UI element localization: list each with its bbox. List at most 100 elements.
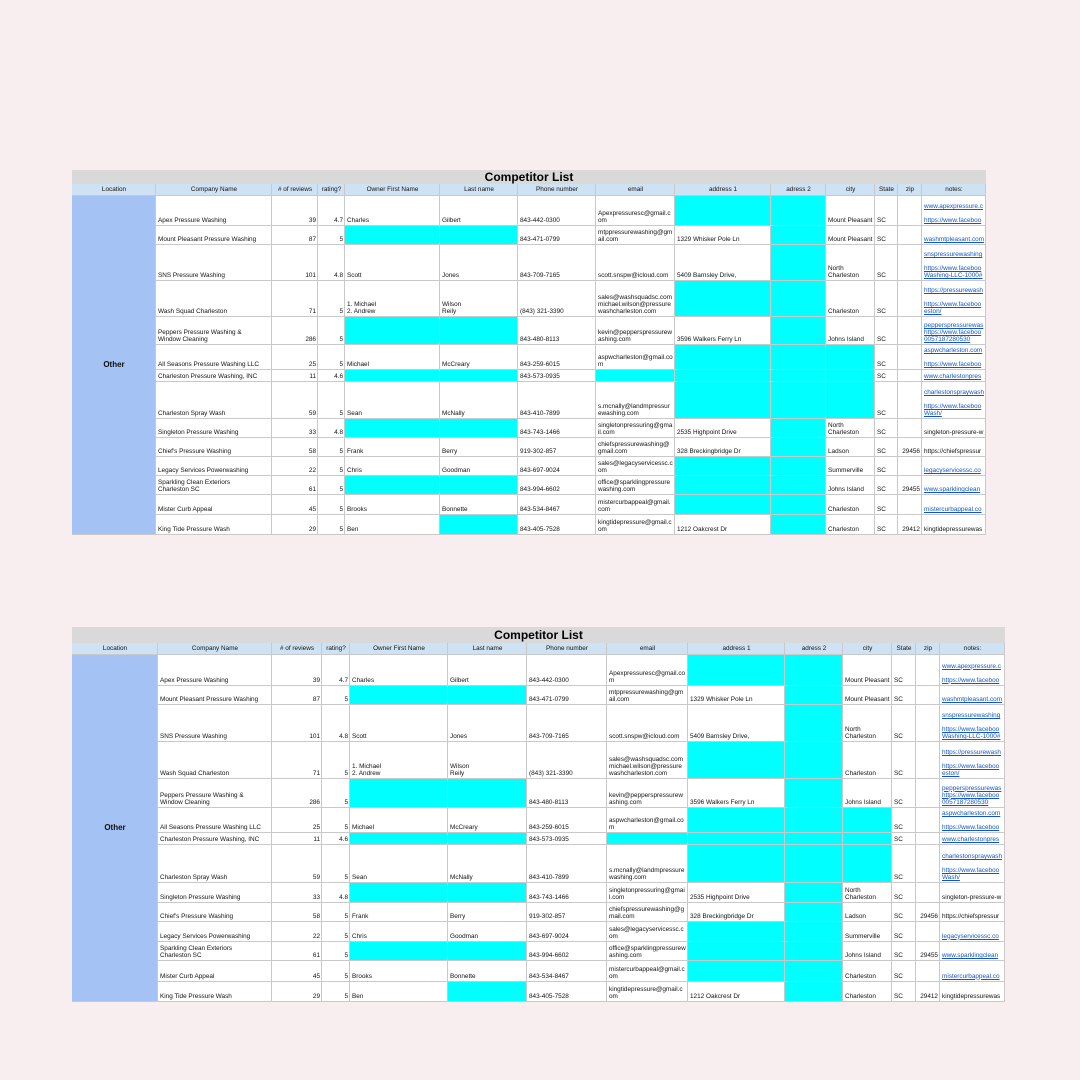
- table-cell: 29: [272, 981, 322, 1002]
- empty-cell: [771, 476, 826, 495]
- table-cell: www.charlestonpres: [940, 833, 1005, 846]
- column-header: rating?: [318, 184, 345, 196]
- table-cell: SC: [875, 515, 898, 535]
- table-cell: 843-573-0935: [518, 370, 596, 382]
- empty-cell: [916, 778, 940, 808]
- table-cell: SC: [892, 981, 916, 1002]
- table-cell: 5: [322, 981, 350, 1002]
- empty-cell: [771, 515, 826, 535]
- empty-cell: [826, 370, 875, 382]
- table-cell: SC: [892, 778, 916, 808]
- column-header: adress 2: [785, 643, 843, 655]
- empty-cell: [898, 495, 922, 515]
- table-cell: 286: [272, 317, 318, 345]
- table-cell: Chief's Pressure Washing: [156, 438, 272, 457]
- table-cell: Apexpressuresc@gmail.com: [596, 196, 675, 226]
- table-cell: Mount Pleasant Pressure Washing: [156, 226, 272, 245]
- empty-cell: [350, 941, 448, 962]
- table-cell: SC: [875, 382, 898, 419]
- empty-cell: [916, 685, 940, 706]
- table-cell: mistercurbappeal@gmail.com: [607, 961, 688, 982]
- table-cell: chiefspressurewashing@gmail.com: [607, 902, 688, 923]
- table-cell: mtppressurewashing@gmail.com: [596, 226, 675, 245]
- table-cell: Jones: [440, 245, 518, 281]
- table-cell: Chris: [345, 457, 440, 476]
- empty-cell: [675, 476, 771, 495]
- table-cell: 919-302-857: [518, 438, 596, 457]
- table-cell: https://pressurewash https://www.faceboo…: [940, 742, 1005, 779]
- table-cell: Peppers Pressure Washing & Window Cleani…: [156, 317, 272, 345]
- empty-cell: [843, 845, 892, 884]
- table-cell: 843-471-0799: [518, 226, 596, 245]
- column-header: # of reviews: [272, 643, 322, 655]
- table-cell: 843-442-0300: [518, 196, 596, 226]
- empty-cell: [345, 317, 440, 345]
- table-cell: Johns Island: [843, 778, 892, 808]
- empty-cell: [448, 833, 527, 846]
- table-cell: 1329 Whisker Pole Ln: [688, 685, 785, 706]
- table-cell: 29412: [916, 981, 940, 1002]
- table-cell: s.mcnally@landmpressurewashing.com: [607, 845, 688, 884]
- table-cell: kingtidepressurewas: [940, 981, 1005, 1002]
- table-cell: 2535 Highpoint Drive: [675, 419, 771, 438]
- table-cell: Wilson Reily: [448, 742, 527, 779]
- table-cell: mistercurbappeal.co: [922, 495, 986, 515]
- table-cell: kingtidepressure@gmail.com: [596, 515, 675, 535]
- table-cell: 29412: [898, 515, 922, 535]
- table-cell: 4.6: [318, 370, 345, 382]
- table-cell: SC: [892, 655, 916, 686]
- table-cell: SC: [875, 457, 898, 476]
- column-header: address 1: [675, 184, 771, 196]
- column-header: Company Name: [156, 184, 272, 196]
- table-cell: 59: [272, 382, 318, 419]
- table-cell: Charleston: [843, 961, 892, 982]
- table-cell: kevin@pepperspressurewashing.com: [596, 317, 675, 345]
- column-header: Owner First Name: [345, 184, 440, 196]
- table-cell: Charles: [350, 655, 448, 686]
- empty-cell: [350, 833, 448, 846]
- table-cell: SC: [892, 705, 916, 742]
- table-cell: 29456: [916, 902, 940, 923]
- table-cell: charlestonspraywash https://www.faceboo …: [922, 382, 986, 419]
- table-cell: 5409 Barnsley Drive,: [688, 705, 785, 742]
- spreadsheet: Competitor List Location Company Name # of …: [72, 627, 1005, 1002]
- table-cell: 5: [322, 778, 350, 808]
- table-cell: Chief's Pressure Washing: [158, 902, 272, 923]
- table-cell: 843-410-7899: [527, 845, 607, 884]
- table-cell: legacyservicessc.co: [922, 457, 986, 476]
- table-cell: charlestonspraywash https://www.faceboo …: [940, 845, 1005, 884]
- empty-cell: [771, 457, 826, 476]
- table-cell: 843-743-1466: [518, 419, 596, 438]
- table-cell: SC: [892, 902, 916, 923]
- table-cell: kingtidepressurewas: [922, 515, 986, 535]
- column-header: email: [607, 643, 688, 655]
- table-cell: Johns Island: [826, 317, 875, 345]
- table-cell: 5: [318, 438, 345, 457]
- empty-cell: [345, 370, 440, 382]
- table-cell: 843-534-8467: [527, 961, 607, 982]
- empty-cell: [448, 941, 527, 962]
- table-cell: SC: [892, 833, 916, 846]
- table-cell: 29: [272, 515, 318, 535]
- empty-cell: [675, 457, 771, 476]
- table-cell: Apex Pressure Washing: [156, 196, 272, 226]
- table-cell: 22: [272, 922, 322, 942]
- table-cell: Mount Pleasant: [843, 655, 892, 686]
- column-header: Location: [72, 184, 156, 196]
- table-cell: Sparkling Clean Exteriors Charleston SC: [156, 476, 272, 495]
- empty-cell: [785, 685, 843, 706]
- table-cell: 4.8: [318, 245, 345, 281]
- sheet-title: Competitor List: [72, 170, 986, 185]
- table-cell: Brooks: [350, 961, 448, 982]
- table-cell: sales@legacyservicessc.com: [607, 922, 688, 942]
- table-cell: 4.7: [322, 655, 350, 686]
- table-cell: 5: [322, 807, 350, 834]
- table-cell: Johns Island: [826, 476, 875, 495]
- table-cell: mtppressurewashing@gmail.com: [607, 685, 688, 706]
- table-cell: 5: [322, 685, 350, 706]
- table-cell: pepperspressurewas https://www.faceboo 0…: [922, 317, 986, 345]
- table-cell: Legacy Services Powerwashing: [158, 922, 272, 942]
- table-cell: SC: [875, 281, 898, 317]
- column-header: address 1: [688, 643, 785, 655]
- table-cell: Legacy Services Powerwashing: [156, 457, 272, 476]
